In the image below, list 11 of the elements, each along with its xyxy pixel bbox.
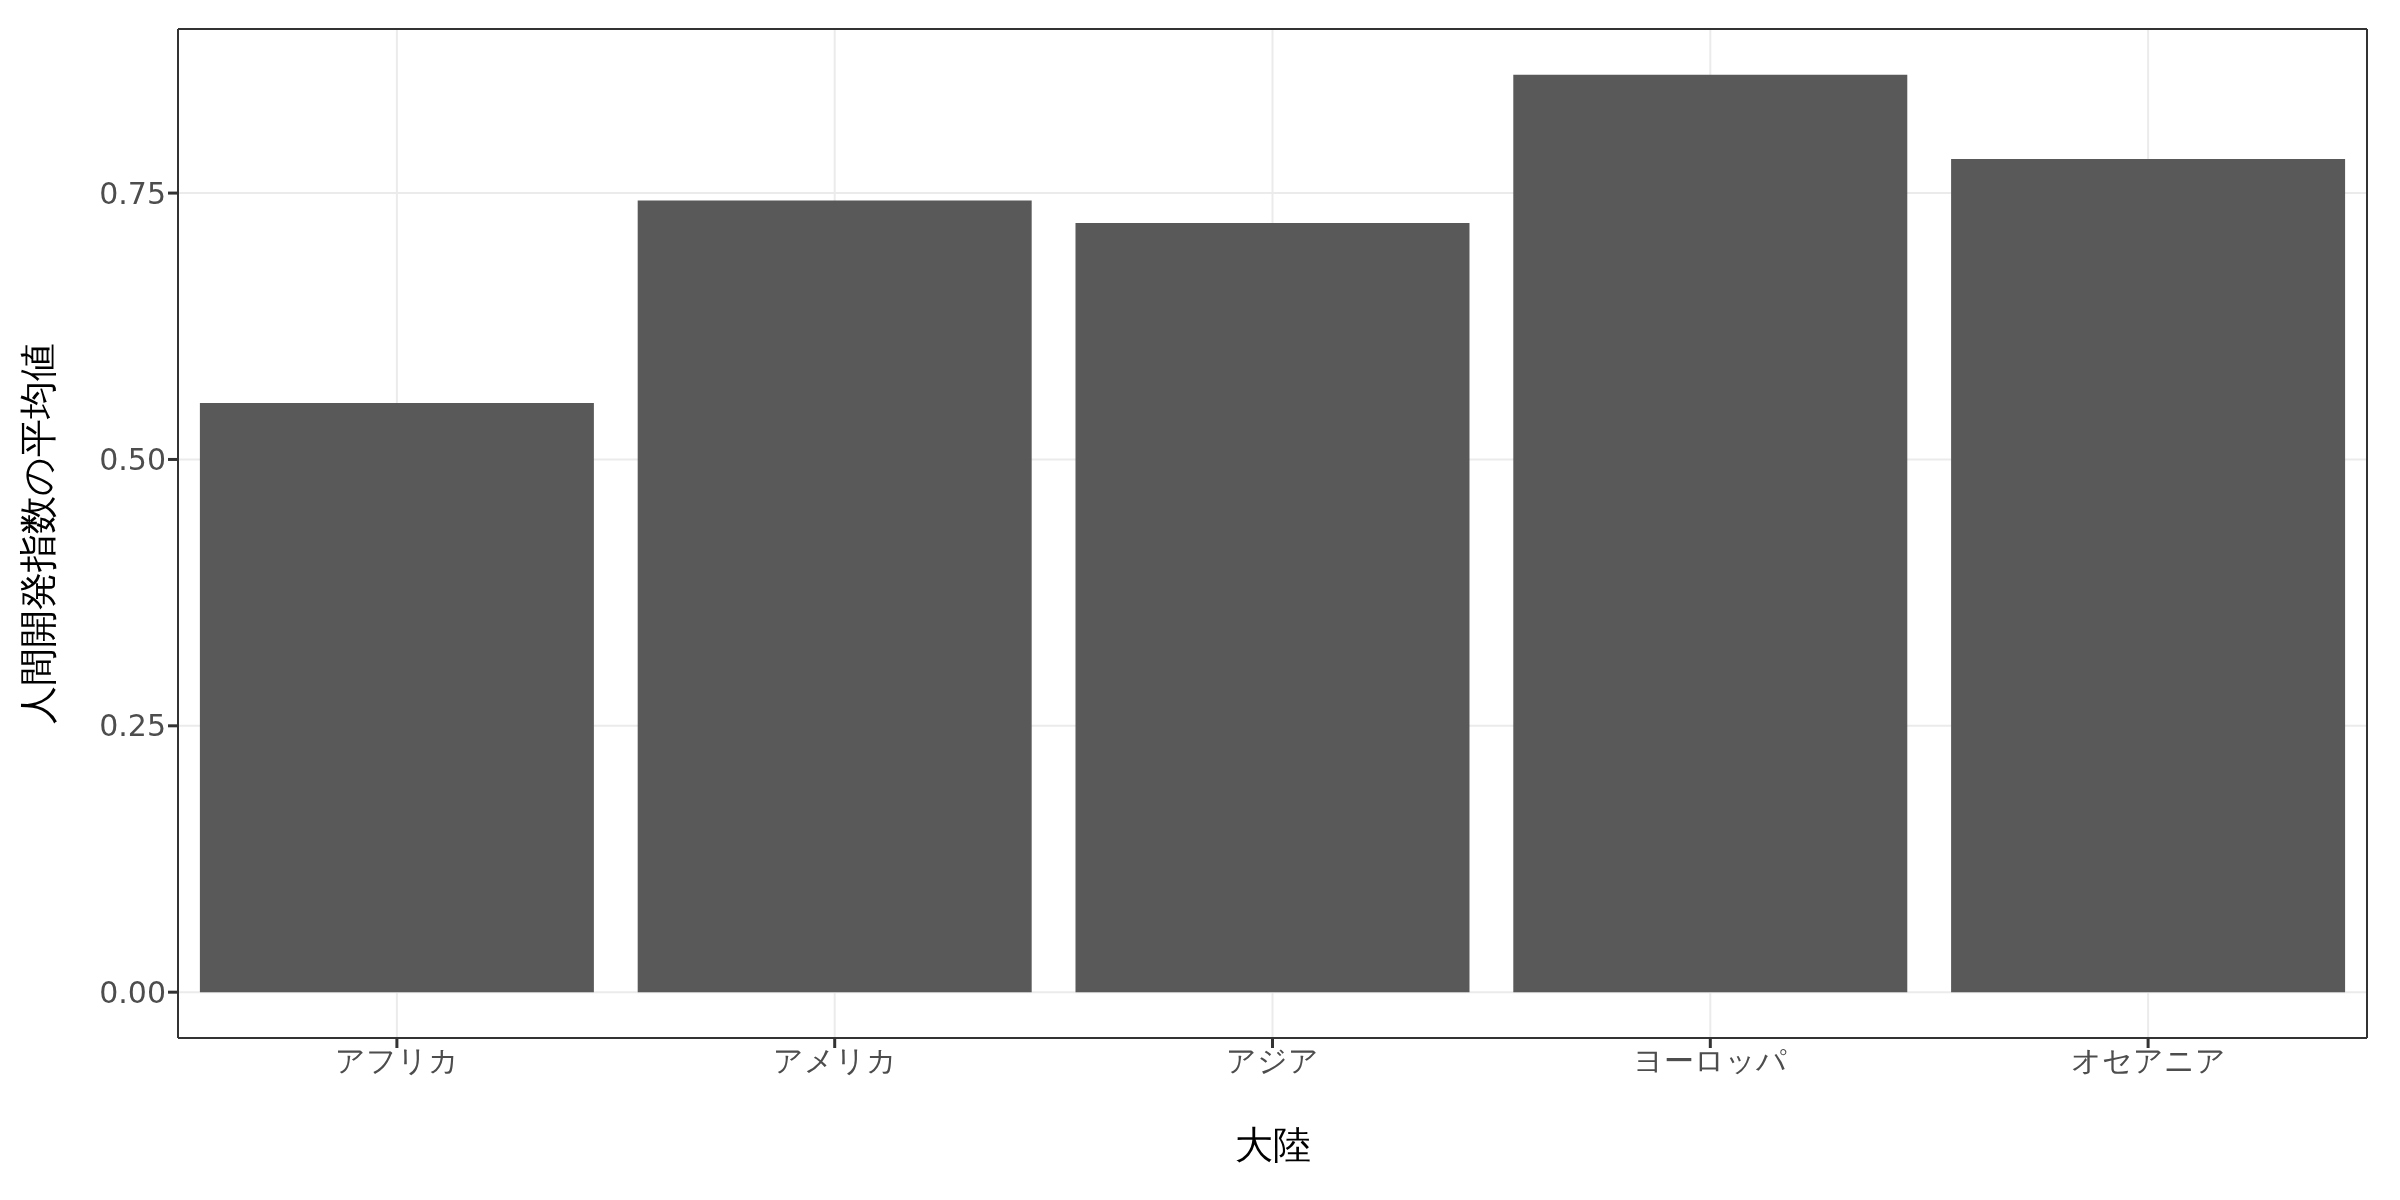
x-axis-title: 大陸 (1234, 1123, 1311, 1167)
x-tick-label: オセアニア (2070, 1043, 2226, 1079)
x-tick-label: アメリカ (772, 1043, 897, 1079)
x-tick-label: ヨーロッパ (1633, 1043, 1788, 1079)
x-tick-label: アフリカ (334, 1043, 459, 1079)
y-axis-title: 人間開発指数の平均値 (16, 343, 61, 724)
y-tick-label: 0.75 (99, 175, 166, 211)
y-tick-label: 0.25 (99, 708, 166, 744)
x-tick-label: アジア (1226, 1043, 1319, 1079)
y-tick-label: 0.50 (99, 442, 166, 478)
y-tick-label: 0.00 (99, 974, 166, 1010)
